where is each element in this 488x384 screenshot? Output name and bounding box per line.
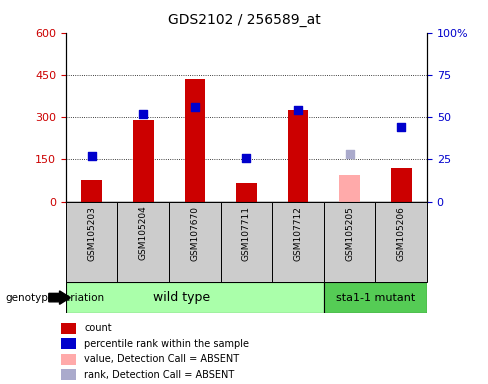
Point [346, 151, 353, 157]
Point [243, 155, 250, 161]
Text: GSM105206: GSM105206 [397, 206, 406, 260]
Text: rank, Detection Call = ABSENT: rank, Detection Call = ABSENT [84, 370, 235, 380]
Text: percentile rank within the sample: percentile rank within the sample [84, 339, 249, 349]
Text: genotype/variation: genotype/variation [5, 293, 104, 303]
Bar [288, 110, 308, 202]
Point [294, 107, 302, 113]
Bar [391, 168, 411, 202]
Text: GSM107711: GSM107711 [242, 206, 251, 261]
Bar [133, 120, 154, 202]
Bar [221, 202, 272, 282]
Bar [375, 202, 427, 282]
Bar [324, 282, 427, 313]
Text: count: count [84, 323, 112, 333]
Bar [236, 183, 257, 202]
Bar [324, 202, 375, 282]
Text: GSM105205: GSM105205 [345, 206, 354, 260]
Bar [184, 79, 205, 202]
Bar [61, 339, 76, 349]
Bar [81, 180, 102, 202]
Text: sta1-1 mutant: sta1-1 mutant [336, 293, 415, 303]
Text: wild type: wild type [153, 291, 210, 304]
Bar [61, 323, 76, 334]
Text: GSM107712: GSM107712 [293, 206, 303, 260]
Bar [118, 202, 169, 282]
Bar [61, 369, 76, 380]
Bar [339, 175, 360, 202]
Bar [61, 354, 76, 365]
Text: value, Detection Call = ABSENT: value, Detection Call = ABSENT [84, 354, 240, 364]
Point [397, 124, 405, 130]
Bar [272, 202, 324, 282]
Point [140, 111, 147, 117]
Bar [169, 202, 221, 282]
Bar [66, 202, 118, 282]
Bar [66, 282, 324, 313]
Point [88, 153, 96, 159]
Point [191, 104, 199, 110]
Text: GSM105204: GSM105204 [139, 206, 148, 260]
Text: GDS2102 / 256589_at: GDS2102 / 256589_at [167, 13, 321, 27]
Text: GSM105203: GSM105203 [87, 206, 96, 260]
Text: GSM107670: GSM107670 [190, 206, 200, 261]
